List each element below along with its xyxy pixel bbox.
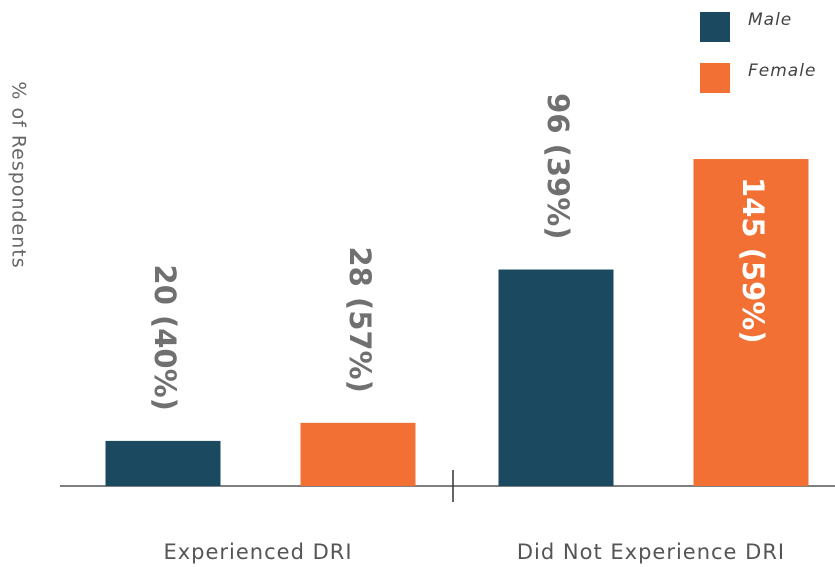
legend-swatch (700, 63, 730, 93)
legend-swatch (700, 12, 730, 42)
data-label: 28 (57%) (343, 246, 377, 392)
x-tick-label: Did Not Experience DRI (517, 540, 785, 564)
data-label: 20 (40%) (148, 265, 182, 411)
bar (693, 159, 809, 486)
legend-label: Female (748, 61, 816, 81)
bar (300, 422, 416, 486)
legend-label: Male (748, 10, 792, 30)
y-axis-label: % of Respondents (8, 81, 30, 268)
data-label: 145 (59%) (736, 177, 770, 344)
data-label: 96 (39%) (541, 93, 575, 239)
bar (105, 440, 221, 486)
bar (498, 269, 614, 486)
x-tick-label: Experienced DRI (163, 540, 352, 564)
